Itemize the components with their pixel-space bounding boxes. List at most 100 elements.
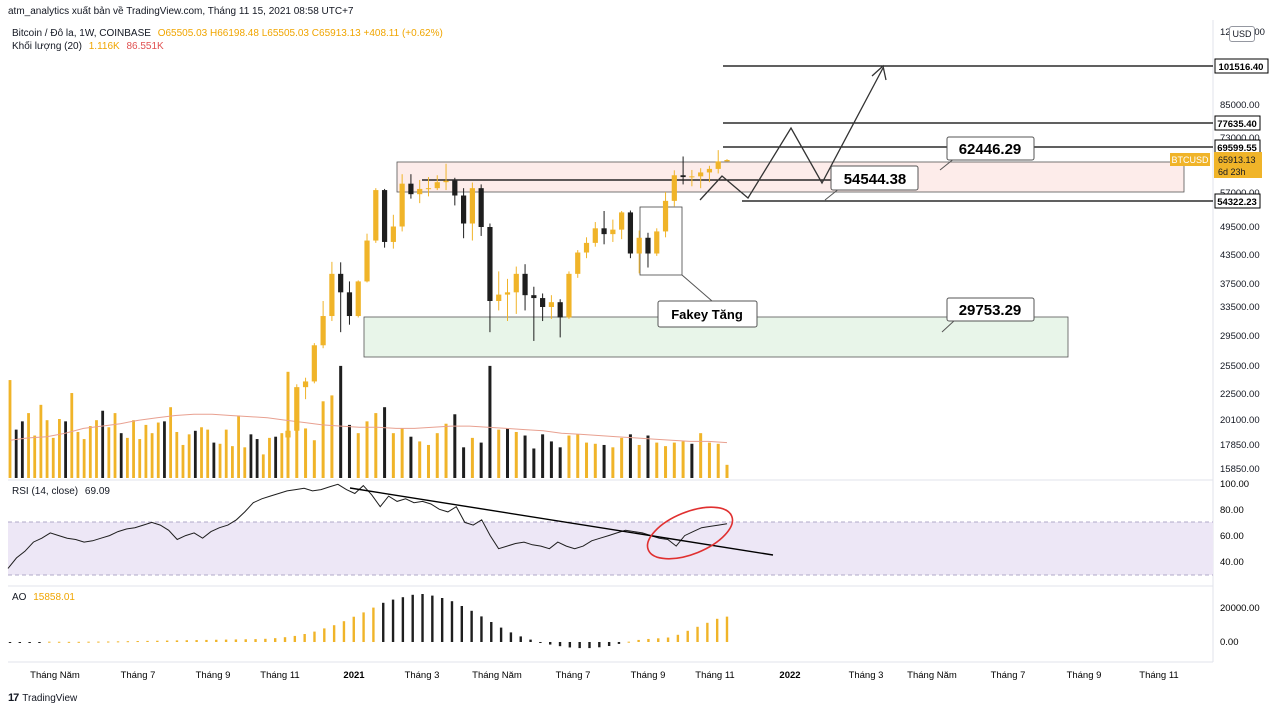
volume-bar xyxy=(193,430,197,478)
volume-bar xyxy=(699,433,703,478)
callout-fakey: Fakey Tăng xyxy=(657,274,758,328)
price-label-69599: 69599.55 xyxy=(1217,143,1257,154)
ao-bar xyxy=(107,641,110,643)
ao-bar xyxy=(715,618,719,642)
ao-bar xyxy=(725,616,729,642)
volume-bar xyxy=(347,424,351,478)
symbol-legend[interactable]: Bitcoin / Đô la, 1W, COINBASE O65505.03 … xyxy=(12,28,443,39)
ao-bar xyxy=(519,636,522,642)
x-tick: Tháng Năm xyxy=(907,670,957,681)
volume-bar xyxy=(119,433,123,478)
volume-bar xyxy=(295,419,299,478)
ao-bar xyxy=(146,640,149,642)
volume-bar xyxy=(304,428,308,478)
volume-bar xyxy=(27,413,30,478)
ao-bar xyxy=(48,641,51,643)
ao-bar xyxy=(67,641,71,643)
ao-bar xyxy=(323,628,326,642)
rsi-y-tick: 100.00 xyxy=(1220,479,1249,490)
volume-bar xyxy=(58,419,61,478)
price-label-101516: 101516.40 xyxy=(1219,62,1264,73)
price-label-box xyxy=(1214,115,1261,131)
candle-body xyxy=(583,242,590,253)
candle-body xyxy=(627,212,634,254)
volume-bar xyxy=(70,393,74,478)
volume-bar xyxy=(567,435,571,478)
ao-bar xyxy=(165,640,169,642)
ao-bar xyxy=(57,641,61,643)
volume-bar xyxy=(280,433,284,478)
volume-bar xyxy=(418,441,422,478)
ao-bar xyxy=(490,622,493,642)
volume-bar xyxy=(470,437,474,478)
current-price-tag xyxy=(1214,152,1262,178)
candle-body xyxy=(338,273,344,293)
candle-body xyxy=(443,180,449,183)
volume-bar xyxy=(181,444,185,478)
ao-axis[interactable]: 20000.00 0.00 xyxy=(1220,603,1260,648)
ao-bar xyxy=(391,599,395,642)
candle-body xyxy=(329,273,335,317)
volume-bar xyxy=(150,433,154,478)
volume-bar xyxy=(672,442,676,478)
volume-bar xyxy=(76,431,80,478)
y-tick: 17850.00 xyxy=(1220,440,1260,451)
x-tick: Tháng Năm xyxy=(472,670,522,681)
rsi-legend[interactable]: RSI (14, close) 69.09 xyxy=(12,486,110,497)
candle-body xyxy=(390,226,396,242)
x-tick: Tháng 11 xyxy=(260,670,299,681)
ao-bar xyxy=(126,641,130,643)
volume-bar xyxy=(255,439,259,478)
ao-bar xyxy=(116,641,120,643)
candle-body xyxy=(434,182,440,189)
ao-bar xyxy=(372,607,375,642)
ao-bar xyxy=(549,642,552,645)
rsi-value: 69.09 xyxy=(84,486,110,497)
ao-bar xyxy=(18,642,22,643)
ao-bar xyxy=(431,595,434,642)
ao-bar xyxy=(175,640,179,642)
candle-body xyxy=(311,345,317,382)
ao-bar xyxy=(607,642,611,646)
ao-bar xyxy=(627,641,630,643)
ao-legend[interactable]: AO 15858.01 xyxy=(12,592,75,603)
candle-body xyxy=(408,183,414,195)
candle-body xyxy=(689,176,695,178)
volume-bar xyxy=(576,434,580,478)
ao-bar xyxy=(303,634,306,642)
rsi-y-tick: 80.00 xyxy=(1220,505,1244,516)
ao-bar xyxy=(421,594,424,642)
volume-bar xyxy=(132,420,135,478)
candle-body xyxy=(496,294,502,302)
rsi-axis[interactable]: 100.00 80.00 60.00 40.00 xyxy=(1220,479,1249,568)
candle-body xyxy=(320,316,326,346)
ao-bar xyxy=(568,642,572,648)
price-axis[interactable]: 120000.00 85000.00 73000.00 57000.00 495… xyxy=(1220,27,1265,475)
ao-bar xyxy=(254,639,257,642)
y-tick: 25500.00 xyxy=(1220,361,1260,372)
ao-bar xyxy=(234,639,238,642)
volume-bar xyxy=(655,442,659,478)
volume-bar xyxy=(224,429,228,478)
x-tick: Tháng 7 xyxy=(121,670,156,681)
volume-legend[interactable]: Khối lượng (20) 1.116K 86.551K xyxy=(12,41,164,52)
currency-button[interactable]: USD xyxy=(1229,26,1255,42)
ao-bar xyxy=(529,639,532,642)
candle-body xyxy=(671,175,677,201)
ao-bar xyxy=(686,630,689,642)
ao-y-tick: 0.00 xyxy=(1220,637,1239,648)
candle-body xyxy=(645,237,651,254)
candle-body xyxy=(364,240,370,282)
volume-bar xyxy=(611,447,615,478)
tradingview-logo[interactable]: 17 TradingView xyxy=(8,692,77,704)
ao-bar xyxy=(264,638,267,642)
tradingview-logo-icon: 17 xyxy=(8,692,19,704)
time-axis[interactable]: Tháng Năm Tháng 7 Tháng 9 Tháng 11 2021 … xyxy=(30,670,1179,681)
ao-bar xyxy=(450,601,454,642)
ao-bar xyxy=(8,642,12,643)
candle-body xyxy=(302,381,309,388)
ao-bar xyxy=(588,642,591,649)
volume-bar xyxy=(200,427,203,478)
volume-bar xyxy=(187,434,191,478)
